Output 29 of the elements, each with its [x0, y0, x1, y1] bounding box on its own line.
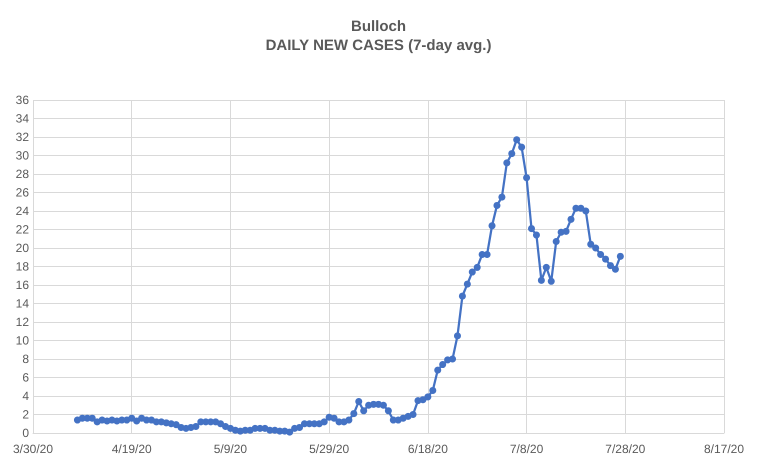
y-tick-label: 10 — [16, 334, 30, 348]
x-tick-label: 3/30/20 — [12, 442, 54, 456]
y-tick-label: 30 — [16, 148, 30, 162]
x-tick-label: 5/29/20 — [309, 442, 350, 456]
y-tick-label: 16 — [16, 278, 30, 292]
x-tick-label: 4/19/20 — [112, 442, 152, 456]
chart-title: Bulloch — [351, 18, 406, 35]
x-tick-label: 6/18/20 — [408, 442, 448, 456]
y-tick-label: 18 — [16, 260, 30, 274]
x-tick-label: 7/8/20 — [510, 442, 544, 456]
y-tick-label: 6 — [22, 370, 30, 384]
y-tick-label: 22 — [16, 222, 30, 236]
y-tick-label: 8 — [22, 352, 30, 366]
x-tick-label: 8/17/20 — [704, 442, 744, 456]
x-tick-label: 7/28/20 — [605, 442, 646, 456]
y-tick-label: 32 — [16, 130, 30, 144]
y-tick-label: 20 — [16, 241, 30, 255]
y-tick-label: 24 — [16, 204, 30, 218]
y-tick-label: 2 — [22, 408, 30, 422]
x-tick-label: 5/9/20 — [214, 442, 248, 456]
y-tick-label: 4 — [22, 389, 30, 403]
y-tick-label: 34 — [16, 112, 30, 126]
y-tick-label: 12 — [16, 315, 30, 329]
y-tick-label: 36 — [16, 93, 30, 107]
y-tick-label: 0 — [22, 426, 30, 440]
y-tick-label: 14 — [16, 296, 30, 310]
y-tick-label: 26 — [16, 186, 30, 200]
y-tick-label: 28 — [16, 167, 30, 181]
chart-subtitle: DAILY NEW CASES (7-day avg.) — [266, 37, 492, 54]
